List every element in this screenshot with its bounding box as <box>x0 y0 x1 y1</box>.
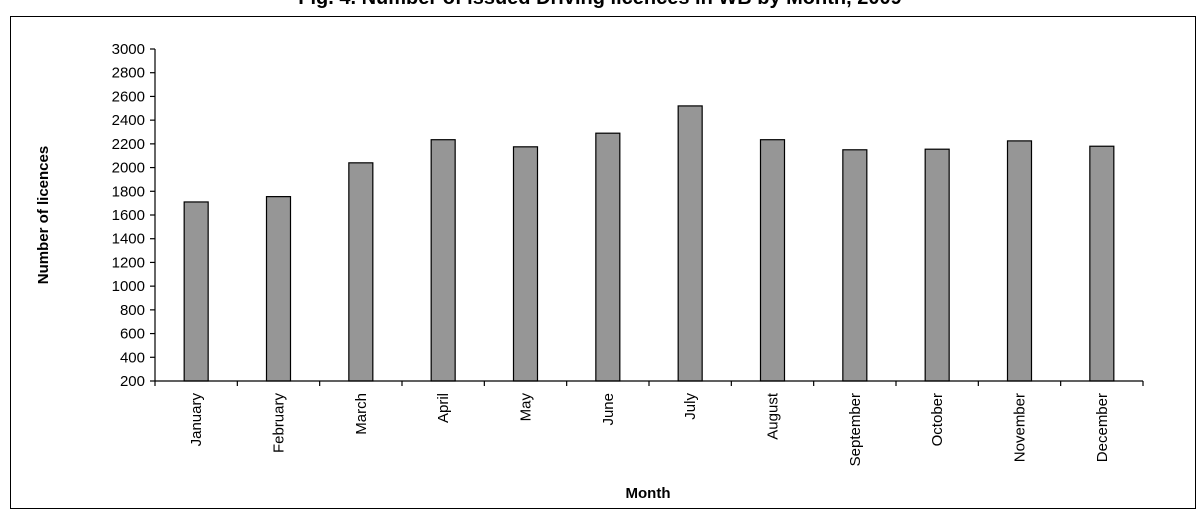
y-tick-label: 400 <box>120 349 145 366</box>
bar-june <box>595 132 621 382</box>
bar-november <box>1006 140 1033 382</box>
y-tick-label: 2000 <box>112 160 145 177</box>
y-tick-label: 2600 <box>112 88 145 105</box>
y-tick-label: 800 <box>120 302 145 319</box>
y-tick-label: 1000 <box>112 278 145 295</box>
x-tick-label: September <box>847 393 864 466</box>
x-tick-label: January <box>188 393 205 447</box>
x-tick-label: March <box>353 393 370 435</box>
bar-october <box>924 148 950 382</box>
chart-title: Fig. 4. Number of issued Driving licence… <box>0 0 1200 10</box>
x-tick-label: November <box>1012 393 1029 462</box>
bar-march <box>348 162 374 382</box>
x-tick-label: December <box>1094 393 1111 462</box>
x-tick-label: May <box>518 393 535 422</box>
y-tick-label: 600 <box>120 326 145 343</box>
x-tick-label: July <box>682 393 699 420</box>
bar-may <box>512 146 539 382</box>
x-tick-label: February <box>271 393 288 454</box>
y-axis-title: Number of licences <box>35 146 52 284</box>
y-tick-label: 1200 <box>112 254 145 271</box>
y-axis-ticks: 200 400 600 800 1000 1200 1400 1600 1800 2000 2200… <box>112 41 155 390</box>
y-tick-label: 2800 <box>112 65 145 82</box>
y-tick-label: 2400 <box>112 112 145 129</box>
bar-april <box>430 139 456 382</box>
bars <box>183 105 1115 382</box>
bar-september <box>842 149 868 382</box>
x-tick-label: August <box>765 392 782 440</box>
x-tick-label: October <box>929 393 946 446</box>
y-tick-label: 1600 <box>112 207 145 224</box>
y-tick-label: 3000 <box>112 41 145 58</box>
bar-august <box>759 139 786 382</box>
bar-january <box>183 201 209 382</box>
bar-february <box>265 196 292 382</box>
y-tick-label: 1800 <box>112 183 145 200</box>
y-tick-label: 2200 <box>112 136 145 153</box>
bar-december <box>1089 145 1115 382</box>
y-tick-label: 200 <box>120 373 145 390</box>
x-axis-title: Month <box>626 485 671 502</box>
chart-frame <box>10 16 1196 509</box>
x-tick-label: April <box>435 393 452 423</box>
x-tick-label: June <box>600 393 617 426</box>
bar-july <box>677 105 703 382</box>
x-axis-ticks: January February March April May June July Augu… <box>154 381 1144 466</box>
y-tick-label: 1400 <box>112 231 145 248</box>
